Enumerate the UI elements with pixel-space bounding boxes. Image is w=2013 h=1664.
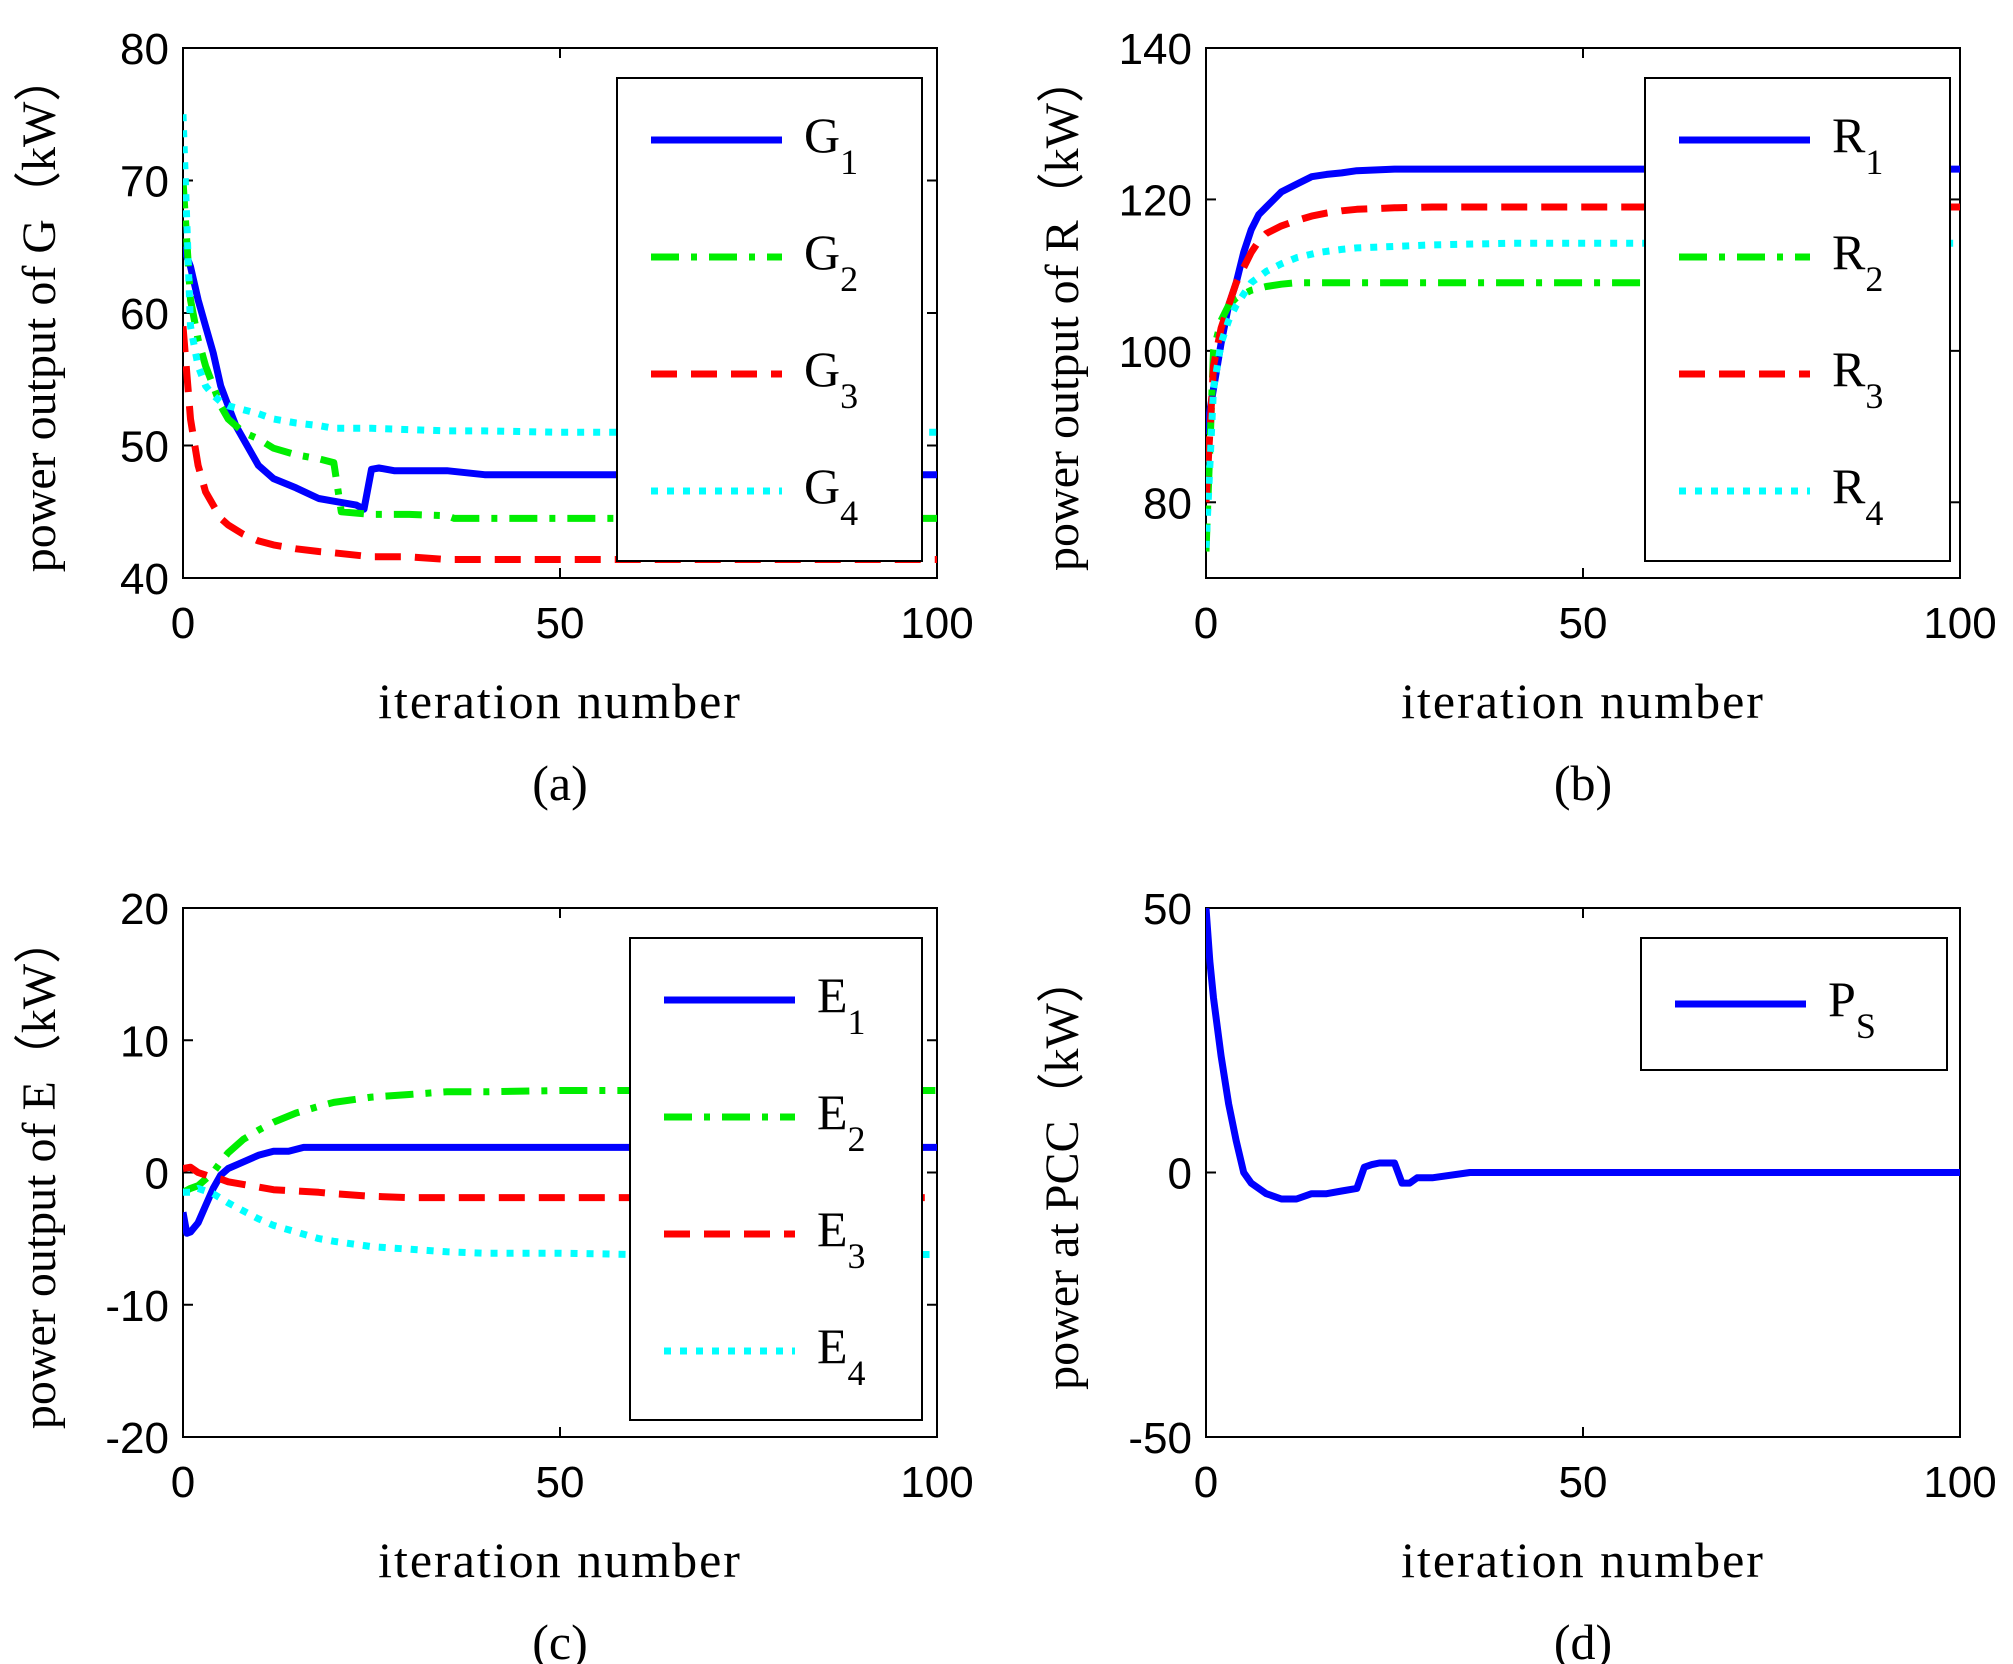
legend-subscript: 1	[848, 1002, 866, 1042]
series-line-ps	[1206, 908, 1960, 1203]
legend-box	[616, 77, 923, 562]
y-tick-label: 50	[1143, 885, 1192, 934]
y-axis-label: power output of G（kW）	[13, 54, 66, 573]
x-tick-label: 0	[1194, 599, 1218, 648]
x-axis-label: iteration number	[1401, 673, 1765, 729]
y-tick-label: 80	[120, 25, 169, 74]
panel-label: (b)	[1554, 755, 1612, 811]
series-group	[183, 114, 937, 563]
x-tick-label: 100	[900, 599, 973, 648]
y-tick-label: 100	[1119, 328, 1192, 377]
panel-label: (c)	[532, 1614, 588, 1664]
series-line-g1	[183, 245, 937, 513]
legend-subscript: 2	[848, 1119, 866, 1159]
y-tick-label: 0	[1168, 1150, 1192, 1199]
legend-subscript: 4	[1865, 493, 1883, 533]
chart-panel-b: 0 50 100 80 100 120 140 iteration number power o…	[1036, 25, 1997, 811]
y-tick-label: 50	[120, 423, 169, 472]
series-line-g2	[183, 180, 937, 522]
series-group	[1206, 908, 1960, 1203]
legend-subscript: 1	[840, 142, 858, 182]
legend-subscript: 4	[840, 493, 858, 533]
series-line-e1	[183, 1143, 937, 1237]
y-tick-label: -10	[105, 1282, 169, 1331]
x-tick-label: 0	[1194, 1458, 1218, 1507]
legend-subscript: 3	[848, 1236, 866, 1276]
y-tick-label: 20	[120, 885, 169, 934]
series-line-e4	[183, 1184, 937, 1258]
y-tick-label: 60	[120, 290, 169, 339]
y-tick-label: 120	[1119, 176, 1192, 225]
legend-box	[1644, 77, 1951, 562]
x-tick-label: 50	[1559, 599, 1608, 648]
legend-subscript: 3	[840, 376, 858, 416]
y-tick-label: 80	[1143, 479, 1192, 528]
x-tick-label: 50	[536, 599, 585, 648]
x-tick-label: 0	[171, 1458, 195, 1507]
y-tick-label: 140	[1119, 25, 1192, 74]
series-line-r4	[1206, 239, 1960, 548]
legend-subscript: 1	[1865, 142, 1883, 182]
y-axis-label: power at PCC（kW）	[1036, 955, 1089, 1390]
series-line-e3	[183, 1163, 937, 1202]
legend-subscript: 4	[848, 1353, 866, 1393]
x-axis-label: iteration number	[1401, 1532, 1765, 1588]
legend-subscript: 2	[1865, 259, 1883, 299]
x-tick-label: 100	[1923, 1458, 1996, 1507]
y-tick-label: 10	[120, 1017, 169, 1066]
x-tick-label: 100	[900, 1458, 973, 1507]
x-tick-label: 0	[171, 599, 195, 648]
x-axis-label: iteration number	[378, 673, 742, 729]
y-axis-label: power output of R（kW）	[1036, 55, 1089, 571]
y-tick-label: -50	[1128, 1414, 1192, 1463]
y-tick-label: 0	[145, 1150, 169, 1199]
legend-box	[629, 937, 923, 1421]
chart-panel-c: 0 50 100 -20 -10 0 10 20 iteration number power o…	[13, 885, 974, 1664]
series-line-e2	[183, 1087, 937, 1196]
y-axis-label: power output of E（kW）	[13, 916, 66, 1429]
series-line-g3	[183, 326, 937, 563]
chart-panel-a: 0 50 100 40 50 60 70 80 iteration number power ou…	[13, 25, 974, 811]
series-group	[1206, 165, 1960, 552]
legend-subscript: 2	[840, 259, 858, 299]
series-line-g4	[183, 114, 937, 436]
series-line-r2	[1206, 279, 1960, 552]
y-tick-label: -20	[105, 1414, 169, 1463]
series-group	[183, 1087, 937, 1258]
panel-label: (a)	[532, 755, 588, 811]
x-axis-label: iteration number	[378, 1532, 742, 1588]
series-line-r3	[1206, 203, 1960, 503]
x-tick-label: 50	[536, 1458, 585, 1507]
y-tick-label: 70	[120, 158, 169, 207]
panel-label: (d)	[1554, 1614, 1612, 1664]
x-tick-label: 50	[1559, 1458, 1608, 1507]
legend: PS	[1640, 937, 1948, 1071]
x-tick-label: 100	[1923, 599, 1996, 648]
legend-subscript: 3	[1865, 376, 1883, 416]
legend-subscript: S	[1856, 1006, 1876, 1046]
y-tick-label: 40	[120, 555, 169, 604]
